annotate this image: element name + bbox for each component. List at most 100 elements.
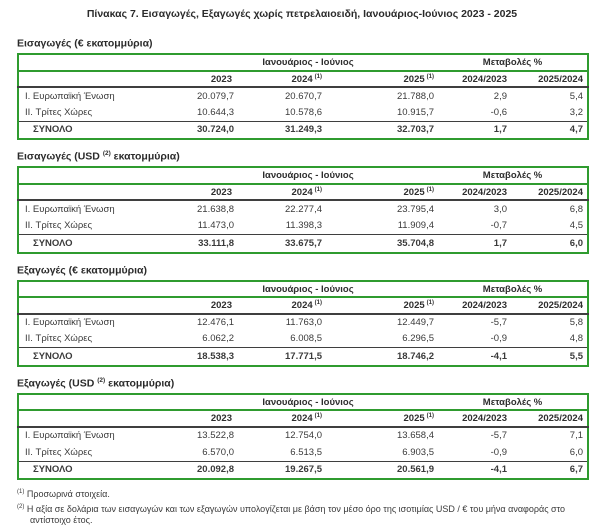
- total-cell: 17.771,5: [238, 347, 326, 366]
- total-row: ΣΥΝΟΛΟ 20.092,8 19.267,5 20.561,9 -4,1 6…: [18, 460, 588, 479]
- change-header: 2025/2024: [511, 70, 588, 89]
- data-table: Ιανουάριος - Ιούνιος Μεταβολές % 2023 20…: [17, 166, 589, 254]
- value-cell: -0,7: [490, 220, 507, 232]
- row-label: II. Τρίτες Χώρες: [25, 333, 93, 345]
- footnote-1: (1) Προσωρινά στοιχεία.: [17, 489, 586, 501]
- empty-cell: [18, 297, 178, 315]
- value-cell: 2,9: [493, 90, 507, 102]
- total-cell: 35.704,8: [326, 234, 438, 253]
- year-header-2023: 2023: [178, 297, 238, 315]
- row-label: I. Ευρωπαϊκή Ένωση: [25, 317, 115, 329]
- value-cell: 22.277,4: [285, 203, 322, 215]
- total-label: ΣΥΝΟΛΟ: [18, 234, 178, 253]
- table-block-imports-eur: Εισαγωγές (€ εκατομμύρια) Ιανουάριος - Ι…: [17, 37, 589, 141]
- table-row: I. Ευρωπαϊκή Ένωση 12.476,1 11.763,0 12.…: [18, 314, 588, 331]
- change-header: 2024/2023: [438, 70, 511, 89]
- value-cell: 20.670,7: [285, 90, 322, 102]
- total-cell: 20.561,9: [326, 460, 438, 479]
- empty-cell: [18, 167, 178, 185]
- year-header-2024: 2024 (1): [238, 297, 326, 315]
- year-header-2025: 2025 (1): [326, 183, 438, 202]
- value-cell: 4,8: [569, 333, 583, 345]
- value-cell: 6.008,5: [290, 333, 322, 345]
- total-cell: 20.092,8: [178, 460, 238, 479]
- period-header: Ιανουάριος - Ιούνιος: [178, 393, 438, 412]
- empty-cell: [18, 393, 178, 412]
- year-header-2025: 2025 (1): [326, 297, 438, 315]
- total-label: ΣΥΝΟΛΟ: [18, 120, 178, 140]
- change-header: 2024/2023: [438, 297, 511, 315]
- changes-header: Μεταβολές %: [438, 167, 588, 185]
- section-title: Εισαγωγές (USD (2) εκατομμύρια): [17, 150, 587, 163]
- value-cell: 20.079,7: [197, 90, 234, 102]
- footnote-2: (2) Η αξία σε δολάρια των εισαγωγών και …: [17, 504, 586, 527]
- data-table: Ιανουάριος - Ιούνιος Μεταβολές % 2023 20…: [17, 53, 589, 141]
- value-cell: 21.788,0: [397, 90, 434, 102]
- total-cell: 33.675,7: [238, 234, 326, 253]
- total-cell: 1,7: [438, 120, 511, 140]
- value-cell: 11.763,0: [285, 317, 322, 329]
- total-cell: 5,5: [511, 347, 588, 366]
- total-cell: 19.267,5: [238, 460, 326, 479]
- value-cell: 11.473,0: [197, 220, 234, 232]
- changes-header: Μεταβολές %: [438, 280, 588, 299]
- row-label: II. Τρίτες Χώρες: [25, 107, 93, 119]
- value-cell: 3,0: [493, 203, 507, 215]
- total-cell: 1,7: [438, 234, 511, 253]
- total-row: ΣΥΝΟΛΟ 30.724,0 31.249,3 32.703,7 1,7 4,…: [18, 120, 588, 140]
- value-cell: 12.476,1: [197, 317, 234, 329]
- value-cell: -0,9: [490, 333, 507, 345]
- footnote-text: Η αξία σε δολάρια των εισαγωγών και των …: [26, 503, 566, 526]
- table-row: I. Ευρωπαϊκή Ένωση 20.079,7 20.670,7 21.…: [18, 87, 588, 104]
- table-block-exports-usd: Εξαγωγές (USD (2) εκατομμύρια) Ιανουάριο…: [17, 376, 589, 480]
- table-row: II. Τρίτες Χώρες 10.644,3 10.578,6 10.91…: [18, 105, 588, 122]
- value-cell: 5,4: [569, 90, 583, 102]
- period-header: Ιανουάριος - Ιούνιος: [178, 280, 438, 299]
- total-row: ΣΥΝΟΛΟ 33.111,8 33.675,7 35.704,8 1,7 6,…: [18, 234, 588, 253]
- group-header-row: Ιανουάριος - Ιούνιος Μεταβολές %: [18, 54, 588, 72]
- footnote-marker: (1): [17, 488, 25, 495]
- row-label: II. Τρίτες Χώρες: [25, 220, 93, 232]
- section-title-text: Εξαγωγές (USD: [17, 377, 98, 390]
- value-cell: 10.578,6: [285, 107, 322, 119]
- changes-header: Μεταβολές %: [438, 54, 588, 72]
- year-header-row: 2023 2024 (1) 2025 (1) 2024/2023 2025/2024: [18, 70, 588, 89]
- total-cell: -4,1: [438, 460, 511, 479]
- table-row: I. Ευρωπαϊκή Ένωση 21.638,8 22.277,4 23.…: [18, 200, 588, 217]
- empty-cell: [18, 410, 178, 428]
- change-header: 2025/2024: [511, 410, 588, 428]
- table-block-exports-eur: Εξαγωγές (€ εκατομμύρια) Ιανουάριος - Ιο…: [17, 264, 589, 367]
- value-cell: 13.522,8: [197, 430, 234, 442]
- value-cell: 6.903,5: [402, 446, 434, 458]
- value-cell: 10.644,3: [197, 107, 234, 119]
- table-row: II. Τρίτες Χώρες 6.570,0 6.513,5 6.903,5…: [18, 444, 588, 461]
- data-table: Ιανουάριος - Ιούνιος Μεταβολές % 2023 20…: [17, 392, 589, 480]
- total-cell: 6,0: [511, 234, 588, 253]
- year-header-2024: 2024 (1): [238, 183, 326, 202]
- value-cell: -5,7: [490, 430, 507, 442]
- row-label: I. Ευρωπαϊκή Ένωση: [25, 203, 115, 215]
- group-header-row: Ιανουάριος - Ιούνιος Μεταβολές %: [18, 167, 588, 185]
- value-cell: 6.513,5: [290, 446, 322, 458]
- footnote-marker: (2): [17, 503, 25, 510]
- footnote-ref-icon: (2): [97, 376, 106, 384]
- section-title-text: Εισαγωγές (USD: [17, 150, 103, 163]
- year-header-2025: 2025 (1): [326, 70, 438, 89]
- value-cell: 11.909,4: [397, 220, 434, 232]
- value-cell: 21.638,8: [197, 203, 234, 215]
- value-cell: 5,8: [569, 317, 583, 329]
- value-cell: 6.062,2: [202, 333, 234, 345]
- total-cell: 30.724,0: [178, 120, 238, 140]
- empty-cell: [18, 70, 178, 89]
- section-title-text: Εισαγωγές (€ εκατομμύρια): [17, 37, 153, 50]
- table-block-imports-usd: Εισαγωγές (USD (2) εκατομμύρια) Ιανουάρι…: [17, 150, 589, 254]
- period-header: Ιανουάριος - Ιούνιος: [178, 54, 438, 72]
- year-header-row: 2023 2024 (1) 2025 (1) 2024/2023 2025/2024: [18, 297, 588, 315]
- total-cell: 31.249,3: [238, 120, 326, 140]
- group-header-row: Ιανουάριος - Ιούνιος Μεταβολές %: [18, 393, 588, 412]
- total-label: ΣΥΝΟΛΟ: [18, 347, 178, 366]
- empty-cell: [18, 183, 178, 202]
- value-cell: 6,8: [569, 203, 583, 215]
- value-cell: 4,5: [569, 220, 583, 232]
